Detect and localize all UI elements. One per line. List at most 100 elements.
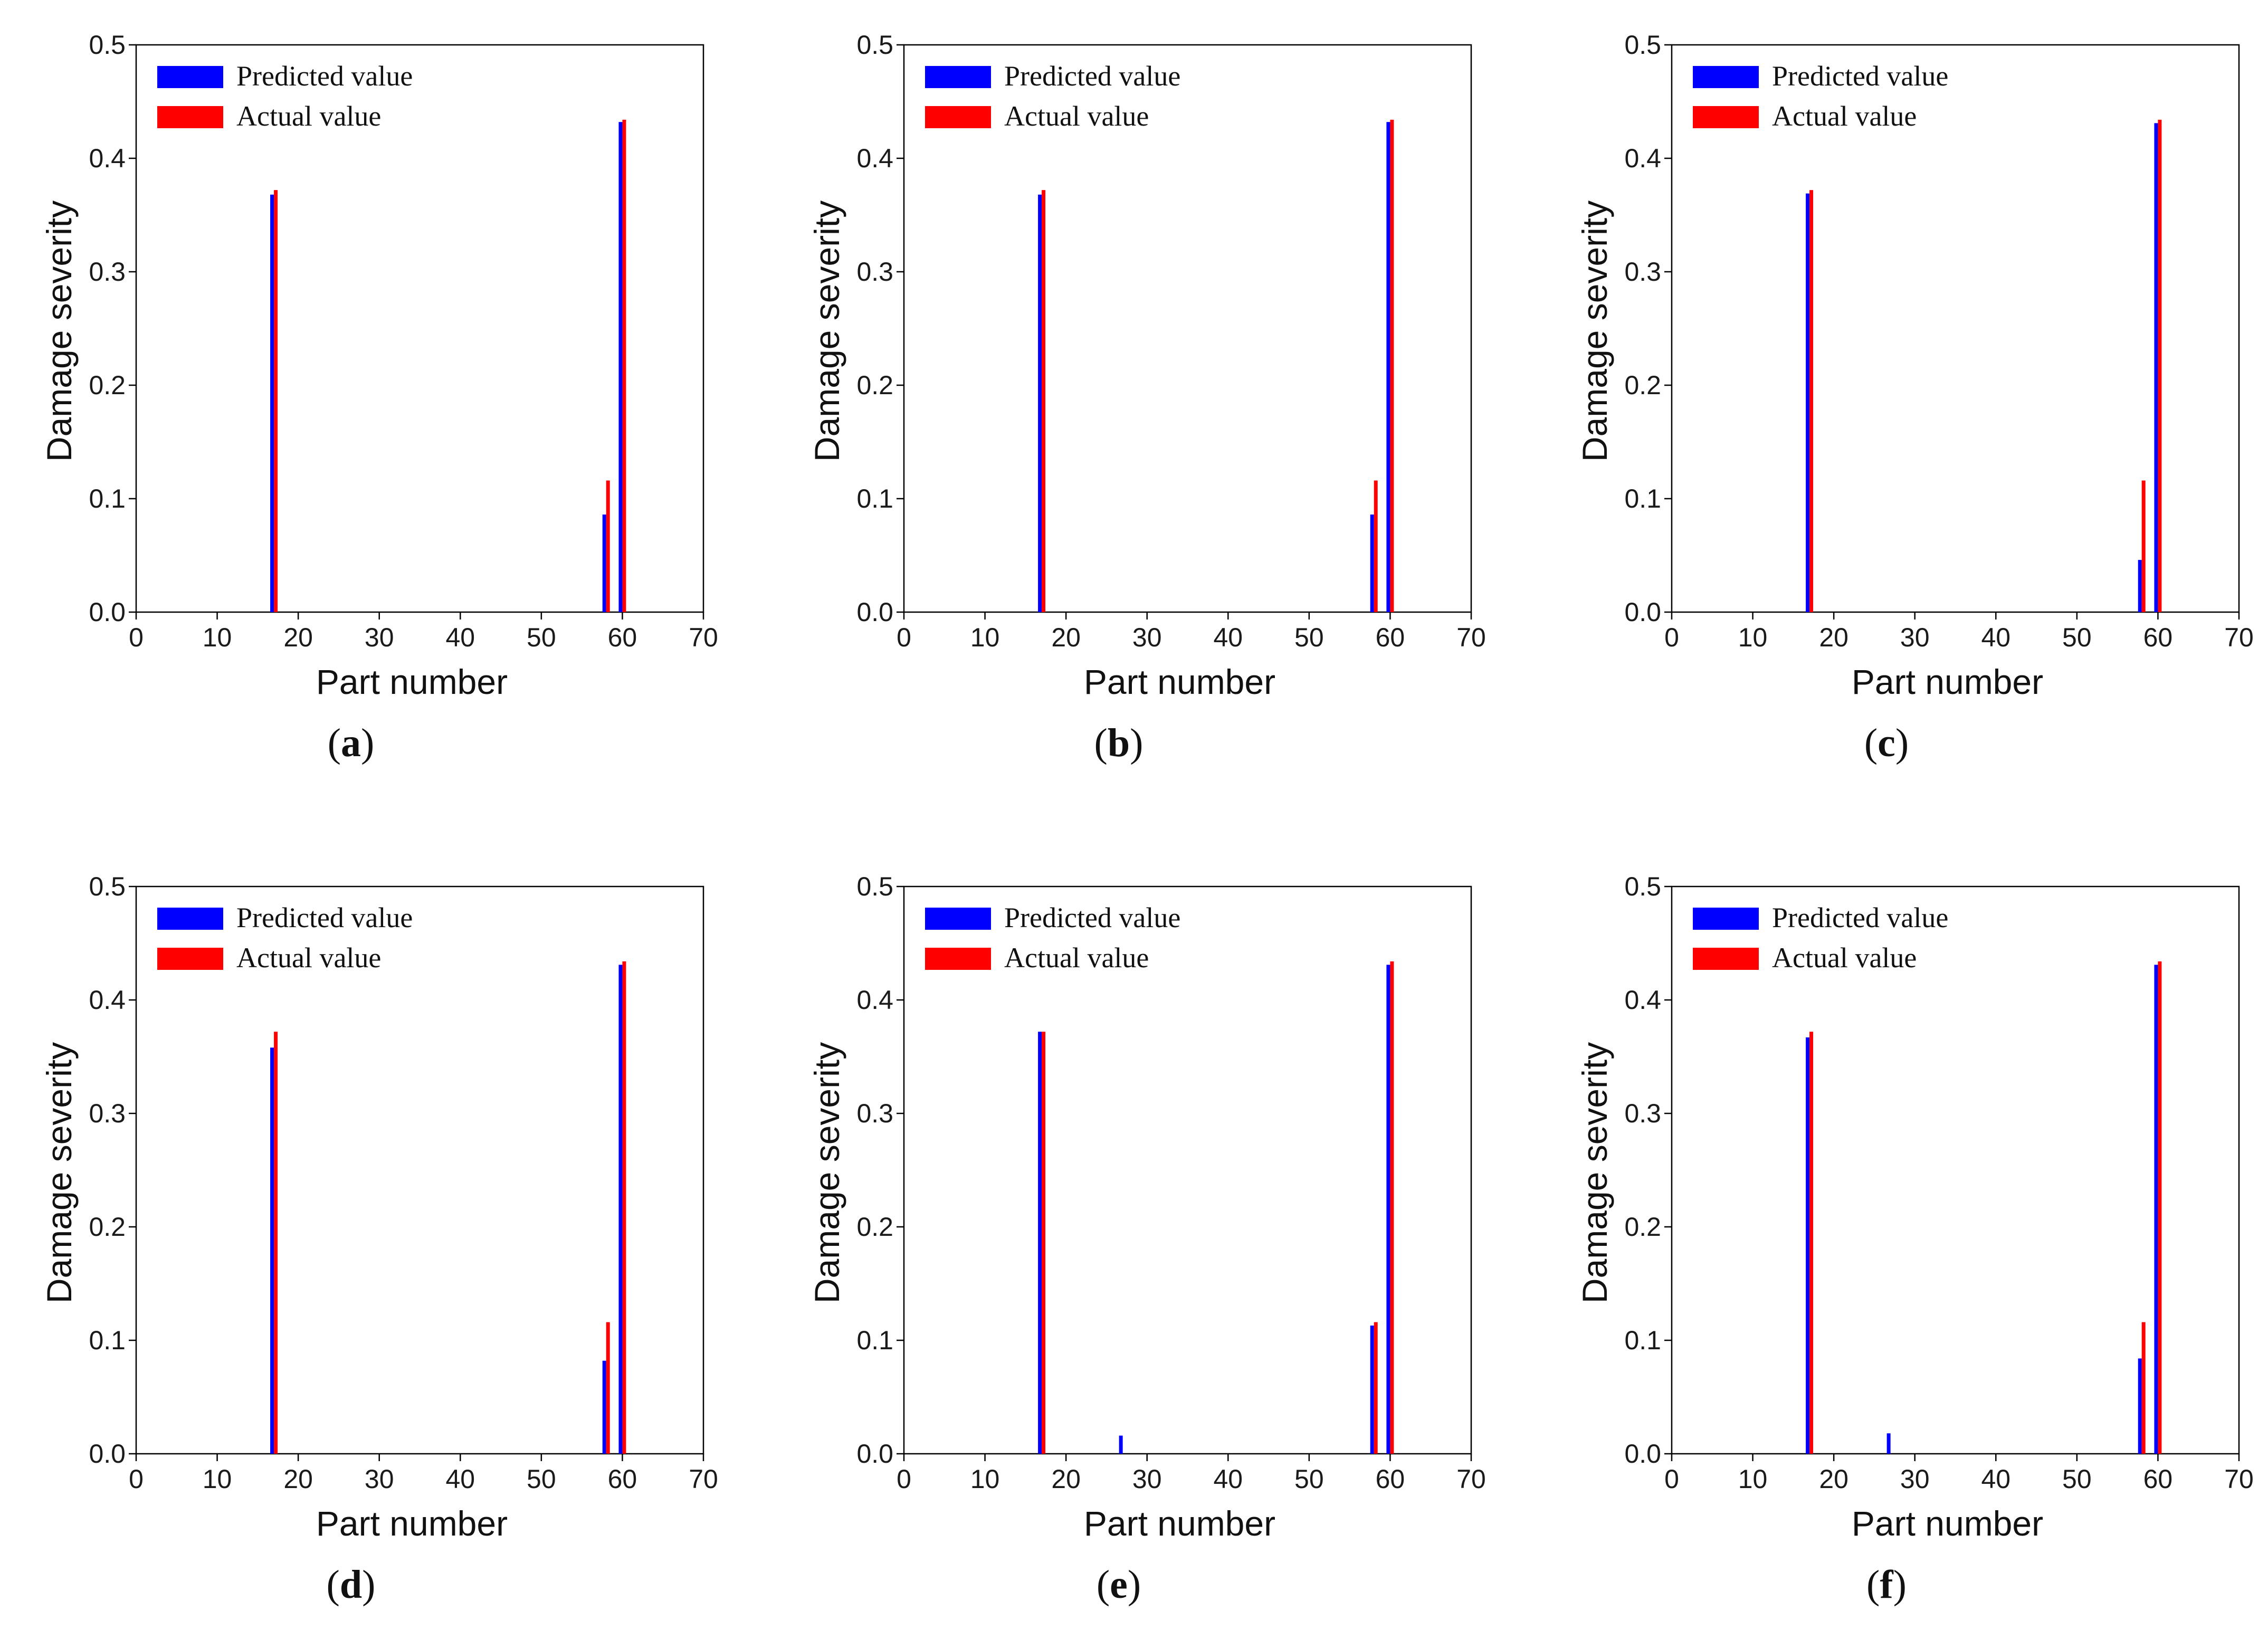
x-tick-label: 0 [897, 1464, 911, 1494]
y-tick-label: 0.4 [89, 985, 126, 1015]
predicted-bar-part-60 [2154, 965, 2158, 1454]
x-tick-label: 70 [2224, 1464, 2254, 1494]
x-tick-label: 40 [1981, 623, 2010, 652]
predicted-bar-part-60 [618, 122, 623, 612]
predicted-bar-part-27 [1886, 1433, 1891, 1454]
panel-caption: (d) [0, 1562, 702, 1608]
y-tick-label: 0.3 [856, 1099, 893, 1128]
x-tick-label: 10 [203, 623, 232, 652]
actual-bar-part-60 [622, 119, 626, 612]
legend-predicted-swatch [925, 908, 991, 930]
actual-bar-part-58 [1374, 1322, 1378, 1454]
y-tick-label: 0.4 [1624, 985, 1661, 1015]
chart-svg-a: 0 10 20 30 40 50 60 70 0.0 0.1 0.2 0.3 0.4 0.5 Predict… [40, 30, 718, 701]
y-tick-label: 0.2 [856, 1212, 893, 1242]
actual-bar-part-60 [1390, 119, 1394, 612]
x-tick-label: 50 [1294, 1464, 1324, 1494]
actual-bar-part-17 [1809, 190, 1814, 612]
legend-predicted-label: Predicted value [1772, 60, 1948, 92]
actual-bar-part-58 [2141, 480, 2146, 612]
y-tick-label: 0.5 [856, 30, 893, 60]
x-tick-label: 60 [608, 623, 637, 652]
y-tick-label: 0.2 [1624, 1212, 1661, 1242]
x-tick-label: 40 [1213, 1464, 1243, 1494]
x-axis-title: Part number [316, 1504, 508, 1543]
predicted-bar-part-17 [1038, 1032, 1042, 1454]
y-tick-label: 0.0 [89, 597, 126, 627]
x-tick-label: 30 [1900, 623, 1930, 652]
predicted-bar-part-17 [1806, 1037, 1810, 1454]
legend-predicted-label: Predicted value [236, 902, 413, 933]
y-tick-label: 0.2 [1624, 370, 1661, 400]
y-tick-label: 0.4 [856, 144, 893, 173]
legend-actual-swatch [925, 948, 991, 970]
y-tick-label: 0.1 [1624, 1326, 1661, 1355]
x-tick-label: 70 [2224, 623, 2254, 652]
legend-predicted-label: Predicted value [1004, 60, 1180, 92]
y-axis-title: Damage severity [40, 201, 79, 462]
y-tick-label: 0.4 [856, 985, 893, 1015]
y-axis-title: Damage severity [1575, 1042, 1614, 1303]
caption-letter: f [1880, 1562, 1893, 1607]
legend-actual-label: Actual value [1004, 100, 1149, 132]
y-tick-label: 0.1 [856, 484, 893, 513]
x-tick-label: 30 [365, 1464, 394, 1494]
x-tick-label: 0 [129, 1464, 144, 1494]
predicted-bar-part-60 [1386, 965, 1390, 1454]
legend-actual-swatch [157, 948, 223, 970]
x-tick-label: 60 [1376, 623, 1405, 652]
caption-letter: a [341, 721, 361, 765]
y-tick-label: 0.5 [89, 872, 126, 901]
caption-close-paren: ) [1130, 721, 1143, 765]
x-tick-label: 50 [527, 1464, 556, 1494]
x-axis-title: Part number [1852, 662, 2043, 701]
caption-open-paren: ( [1866, 1562, 1880, 1607]
x-tick-label: 10 [970, 1464, 1000, 1494]
legend-actual-swatch [925, 106, 991, 128]
predicted-bar-part-17 [1806, 193, 1810, 612]
y-tick-label: 0.3 [89, 257, 126, 287]
actual-bar-part-60 [622, 961, 626, 1454]
x-tick-label: 60 [608, 1464, 637, 1494]
actual-bar-part-58 [606, 480, 610, 612]
x-tick-label: 30 [365, 623, 394, 652]
caption-open-paren: ( [327, 721, 341, 765]
y-tick-label: 0.5 [1624, 30, 1661, 60]
x-tick-label: 70 [689, 623, 718, 652]
caption-letter: d [339, 1562, 363, 1607]
y-tick-label: 0.2 [856, 370, 893, 400]
x-tick-label: 40 [445, 1464, 475, 1494]
predicted-bar-part-60 [618, 965, 623, 1454]
caption-open-paren: ( [1094, 721, 1108, 765]
y-axis-title: Damage severity [807, 1042, 846, 1303]
y-tick-label: 0.3 [89, 1099, 126, 1128]
legend-actual-swatch [1693, 948, 1759, 970]
legend-actual-label: Actual value [236, 100, 381, 132]
panel-caption: (b) [768, 720, 1470, 766]
chart-svg-d: 0 10 20 30 40 50 60 70 0.0 0.1 0.2 0.3 0.4 0.5 Predict… [40, 872, 718, 1543]
x-tick-label: 70 [1456, 623, 1486, 652]
y-tick-label: 0.2 [89, 1212, 126, 1242]
y-tick-label: 0.0 [1624, 597, 1661, 627]
x-tick-label: 60 [2143, 623, 2173, 652]
y-tick-label: 0.2 [89, 370, 126, 400]
y-tick-label: 0.3 [1624, 257, 1661, 287]
predicted-bar-part-60 [1386, 122, 1390, 612]
panel-caption: (e) [768, 1562, 1470, 1608]
plot-frame [1671, 885, 2240, 1455]
y-tick-label: 0.3 [856, 257, 893, 287]
x-tick-label: 50 [527, 623, 556, 652]
x-tick-label: 40 [445, 623, 475, 652]
plot-frame [135, 44, 704, 613]
caption-close-paren: ) [362, 1562, 376, 1607]
legend-predicted-label: Predicted value [1004, 902, 1180, 933]
x-tick-label: 60 [2143, 1464, 2173, 1494]
plot-frame [135, 885, 704, 1455]
y-tick-label: 0.0 [89, 1439, 126, 1469]
x-tick-label: 20 [1819, 1464, 1848, 1494]
x-tick-label: 10 [1738, 1464, 1768, 1494]
y-axis-title: Damage severity [40, 1042, 79, 1303]
actual-bar-part-58 [2141, 1322, 2146, 1454]
plot-frame [903, 885, 1472, 1455]
caption-close-paren: ) [1127, 1562, 1141, 1607]
